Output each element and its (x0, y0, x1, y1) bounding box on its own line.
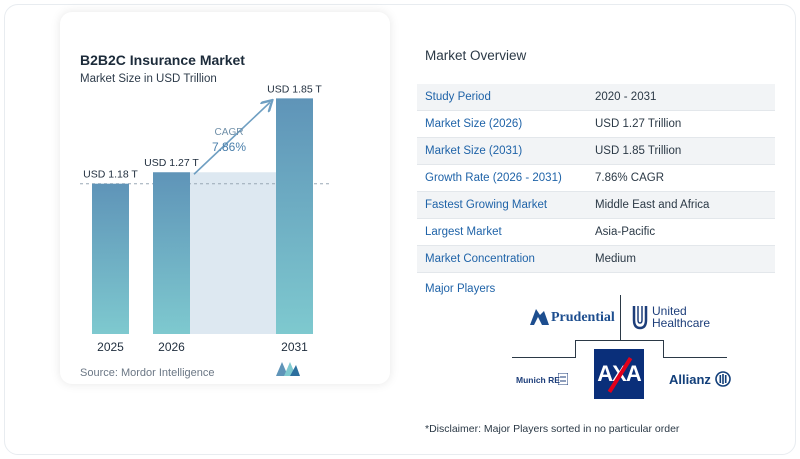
prudential-logo: Prudential (551, 310, 615, 325)
allianz-logo: Allianz (669, 372, 711, 387)
uh-line1: United (652, 304, 687, 318)
overview-row-value: Medium (595, 253, 636, 265)
x-tick-label: 2031 (281, 340, 308, 354)
market-overview-title: Market Overview (425, 48, 527, 63)
overview-row: Growth Rate (2026 - 2031) 7.86% CAGR (417, 165, 775, 192)
overview-row: Study Period 2020 - 2031 (417, 84, 775, 111)
disclaimer: *Disclaimer: Major Players sorted in no … (425, 423, 680, 435)
bar-data-label: USD 1.85 T (267, 83, 322, 95)
overview-row-label: Market Size (2026) (425, 118, 523, 130)
divider (663, 357, 727, 358)
overview-row: Largest Market Asia-Pacific (417, 219, 775, 246)
cagr-label: CAGR (215, 127, 244, 138)
overview-row-value: 7.86% CAGR (595, 172, 665, 184)
overview-row-value: 2020 - 2031 (595, 91, 657, 103)
divider (575, 340, 664, 341)
cagr-arrow (193, 102, 270, 175)
overview-row-label: Market Concentration (425, 253, 535, 265)
prudential-rock-icon (530, 309, 549, 325)
overview-row: Market Size (2026) USD 1.27 Trillion (417, 111, 775, 138)
x-tick-label: 2025 (97, 340, 124, 354)
allianz-eagle-icon (715, 371, 731, 387)
overview-row-value: Asia-Pacific (595, 226, 656, 238)
divider (575, 340, 576, 358)
bar-2025 (92, 183, 129, 334)
chart-subtitle: Market Size in USD Trillion (80, 73, 217, 85)
overview-row-label: Market Size (2031) (425, 145, 523, 157)
divider (620, 295, 621, 340)
overview-row-label: Fastest Growing Market (425, 199, 548, 211)
overview-row: Market Concentration Medium (417, 246, 775, 273)
munich-re-icon (558, 373, 568, 385)
growth-area (190, 172, 276, 334)
overview-row: Market Size (2031) USD 1.85 Trillion (417, 138, 775, 165)
unitedhealthcare-icon (632, 306, 648, 330)
bar-2026 (153, 172, 190, 334)
major-players-title: Major Players (425, 283, 496, 295)
uh-line2: Healthcare (652, 316, 711, 330)
overview-row-label: Growth Rate (2026 - 2031) (425, 172, 562, 184)
munich-re-logo: Munich RE (516, 375, 560, 385)
x-tick-label: 2026 (158, 340, 185, 354)
divider (512, 357, 576, 358)
mordor-logo-icon (276, 362, 300, 376)
overview-row-label: Largest Market (425, 226, 502, 238)
bar-2031 (276, 98, 313, 334)
bar-data-label: USD 1.18 T (83, 169, 138, 181)
overview-row: Fastest Growing Market Middle East and Af… (417, 192, 775, 219)
bar-data-label: USD 1.27 T (144, 157, 199, 169)
overview-row-label: Study Period (425, 91, 491, 103)
axa-logo: AXA (594, 349, 644, 399)
overview-row-value: USD 1.85 Trillion (595, 145, 682, 157)
divider (663, 340, 664, 358)
cagr-value: 7.86% (212, 140, 246, 154)
overview-row-value: Middle East and Africa (595, 199, 710, 211)
unitedhealthcare-logo: United Healthcare (652, 305, 710, 329)
source-note: Source: Mordor Intelligence (80, 367, 215, 379)
overview-row-value: USD 1.27 Trillion (595, 118, 682, 130)
chart-title: B2B2C Insurance Market (80, 52, 245, 68)
